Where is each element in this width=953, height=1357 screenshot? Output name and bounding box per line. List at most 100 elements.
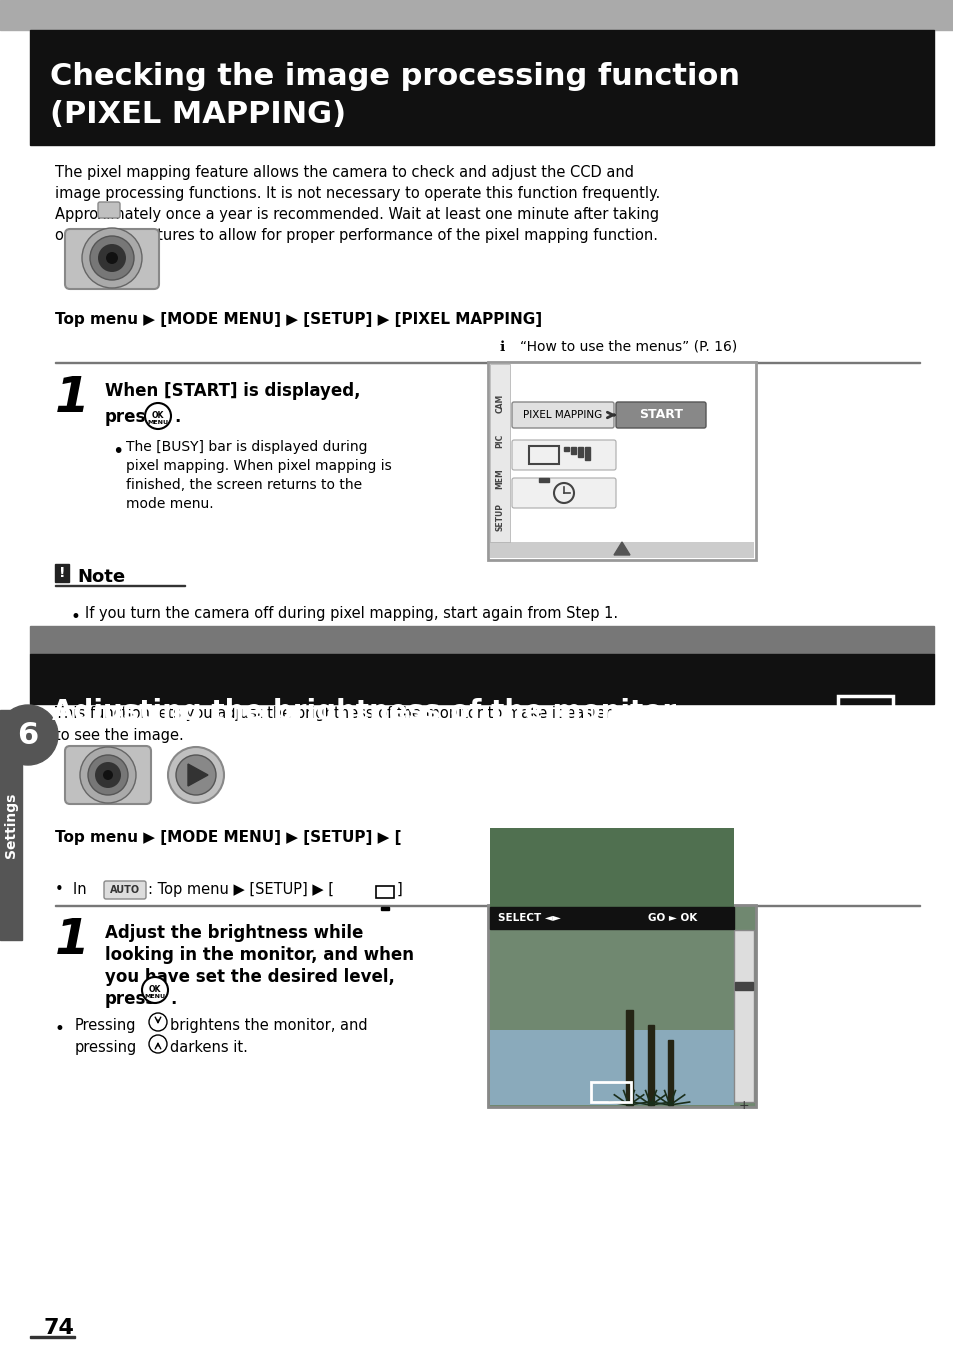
- Bar: [0, 0, 953, 30]
- Bar: [837, 696, 892, 730]
- Bar: [854, 759, 875, 764]
- Text: MEM: MEM: [495, 468, 504, 490]
- Text: The pixel mapping feature allows the camera to check and adjust the CCD and: The pixel mapping feature allows the cam…: [55, 166, 634, 180]
- Bar: [667, 1039, 672, 1105]
- Circle shape: [0, 706, 58, 765]
- Text: OK: OK: [152, 411, 164, 419]
- Text: looking in the monitor, and when: looking in the monitor, and when: [105, 946, 414, 963]
- Text: Adjusting the brightness of the monitor: Adjusting the brightness of the monitor: [52, 697, 676, 726]
- Bar: [602, 1117, 618, 1122]
- Text: mode menu.: mode menu.: [126, 497, 213, 512]
- Bar: [488, 905, 755, 1107]
- Text: finished, the screen returns to the: finished, the screen returns to the: [126, 478, 362, 493]
- Text: MENU: MENU: [144, 993, 166, 999]
- Text: “How to use the menus” (P. 16): “How to use the menus” (P. 16): [510, 856, 726, 870]
- Circle shape: [142, 977, 168, 1003]
- Text: If you turn the camera off during pixel mapping, start again from Step 1.: If you turn the camera off during pixel …: [85, 607, 618, 622]
- Text: brightens the monitor, and: brightens the monitor, and: [170, 1018, 367, 1033]
- Text: to see the image.: to see the image.: [55, 727, 184, 744]
- Text: !: !: [59, 566, 65, 579]
- Text: : Top menu ▶ [SETUP] ▶ [: : Top menu ▶ [SETUP] ▶ [: [148, 882, 334, 897]
- Bar: [535, 858, 542, 860]
- Bar: [490, 1030, 733, 1105]
- Text: GO ► OK: GO ► OK: [647, 913, 697, 923]
- Bar: [55, 361, 919, 364]
- Text: AUTO: AUTO: [110, 885, 140, 896]
- Text: or viewing pictures to allow for proper performance of the pixel mapping functio: or viewing pictures to allow for proper …: [55, 228, 658, 243]
- Text: (PIXEL MAPPING): (PIXEL MAPPING): [50, 100, 346, 129]
- FancyBboxPatch shape: [65, 746, 151, 803]
- Circle shape: [82, 228, 142, 288]
- Bar: [55, 585, 185, 586]
- Bar: [55, 905, 919, 906]
- Text: ℹ: ℹ: [490, 856, 495, 870]
- Bar: [625, 1010, 633, 1105]
- Bar: [584, 446, 589, 460]
- Bar: [578, 446, 582, 457]
- FancyBboxPatch shape: [98, 202, 120, 218]
- Bar: [647, 1025, 654, 1105]
- Text: •  In: • In: [55, 882, 87, 897]
- Text: Top menu ▶ [MODE MENU] ▶ [SETUP] ▶ [: Top menu ▶ [MODE MENU] ▶ [SETUP] ▶ [: [55, 830, 401, 845]
- Text: The [BUSY] bar is displayed during: The [BUSY] bar is displayed during: [126, 440, 367, 455]
- Bar: [590, 1082, 630, 1102]
- Bar: [0, 710, 22, 940]
- Text: image processing functions. It is not necessary to operate this function frequen: image processing functions. It is not ne…: [55, 186, 659, 201]
- Text: PIXEL MAPPING: PIXEL MAPPING: [523, 410, 602, 421]
- Circle shape: [168, 746, 224, 803]
- Text: 6: 6: [17, 721, 38, 749]
- Bar: [733, 930, 753, 1102]
- Bar: [375, 886, 394, 898]
- Bar: [490, 828, 733, 930]
- Text: .: .: [173, 408, 180, 426]
- Circle shape: [175, 754, 215, 795]
- Text: •: •: [55, 1020, 65, 1038]
- FancyBboxPatch shape: [616, 402, 705, 427]
- Text: press: press: [105, 991, 156, 1008]
- Text: ℹ: ℹ: [499, 341, 505, 354]
- Text: +: +: [738, 1099, 748, 1111]
- Bar: [30, 30, 933, 145]
- Circle shape: [106, 252, 118, 265]
- Bar: [490, 906, 733, 930]
- Bar: [380, 906, 389, 911]
- Text: MENU: MENU: [148, 419, 169, 425]
- FancyBboxPatch shape: [65, 229, 159, 289]
- FancyBboxPatch shape: [512, 440, 616, 470]
- Text: •: •: [112, 442, 123, 461]
- Bar: [527, 833, 550, 847]
- Text: Settings: Settings: [4, 792, 18, 858]
- Text: •: •: [71, 608, 81, 626]
- Circle shape: [98, 244, 126, 271]
- Text: pixel mapping. When pixel mapping is: pixel mapping. When pixel mapping is: [126, 459, 392, 474]
- Text: START: START: [639, 408, 682, 422]
- Polygon shape: [188, 764, 208, 786]
- Text: Top menu ▶ [MODE MENU] ▶ [SETUP] ▶ [PIXEL MAPPING]: Top menu ▶ [MODE MENU] ▶ [SETUP] ▶ [PIXE…: [55, 312, 541, 327]
- Circle shape: [103, 769, 112, 780]
- FancyBboxPatch shape: [104, 881, 146, 898]
- FancyBboxPatch shape: [512, 478, 616, 508]
- Text: “How to use the menus” (P. 16): “How to use the menus” (P. 16): [519, 341, 737, 354]
- Bar: [30, 654, 933, 704]
- Text: ]: ]: [553, 830, 559, 845]
- Polygon shape: [614, 541, 629, 555]
- Text: ]: ]: [396, 882, 402, 897]
- Text: Checking the image processing function: Checking the image processing function: [50, 62, 740, 91]
- FancyBboxPatch shape: [512, 402, 614, 427]
- Text: CAM: CAM: [495, 394, 504, 413]
- Text: This function lets you adjust the brightness of the monitor to make it easier: This function lets you adjust the bright…: [55, 706, 611, 721]
- Text: Note: Note: [77, 569, 125, 586]
- Text: SETUP: SETUP: [495, 503, 504, 531]
- Text: Approximately once a year is recommended. Wait at least one minute after taking: Approximately once a year is recommended…: [55, 208, 659, 223]
- Circle shape: [80, 746, 136, 803]
- Text: press: press: [105, 408, 156, 426]
- Text: pressing: pressing: [75, 1039, 137, 1054]
- Text: .: .: [170, 991, 176, 1008]
- Circle shape: [90, 236, 133, 280]
- Text: Adjust the brightness while: Adjust the brightness while: [105, 924, 363, 942]
- Text: Pressing: Pressing: [75, 1018, 136, 1033]
- Text: When [START] is displayed,: When [START] is displayed,: [105, 383, 360, 400]
- Text: darkens it.: darkens it.: [170, 1039, 248, 1054]
- Bar: [563, 446, 568, 451]
- Bar: [55, 565, 69, 582]
